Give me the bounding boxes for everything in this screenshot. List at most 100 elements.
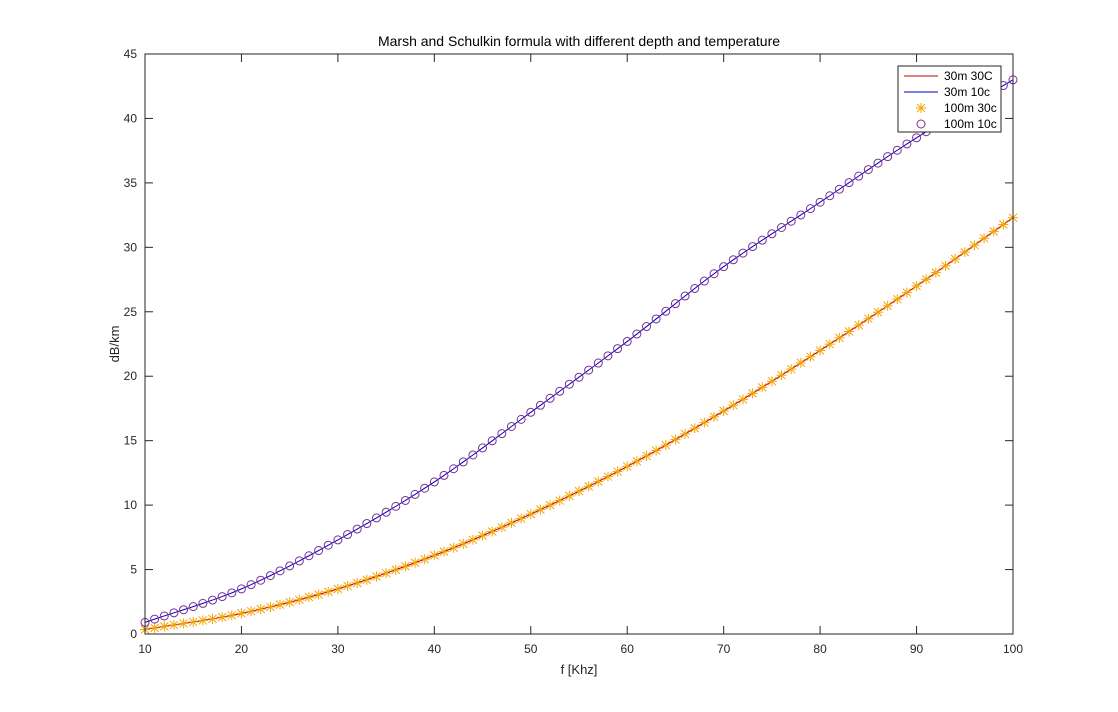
legend-entry-2: 30m 10c <box>904 85 990 99</box>
data-point-star <box>197 615 208 626</box>
data-point-circle <box>362 519 372 529</box>
x-tick-label: 100 <box>1003 642 1023 656</box>
data-point-circle <box>825 191 835 201</box>
data-point-circle <box>564 379 574 389</box>
data-point-circle <box>246 580 256 590</box>
data-point-circle <box>670 299 680 309</box>
data-point-circle <box>188 602 198 612</box>
data-point-star <box>303 592 314 603</box>
series-3 <box>140 212 1018 635</box>
data-point-star <box>815 345 826 356</box>
data-point-circle <box>873 158 883 168</box>
data-point-circle <box>593 358 603 368</box>
data-point-circle <box>236 584 246 594</box>
data-point-circle <box>159 611 169 621</box>
data-point-circle <box>902 139 912 149</box>
data-point-star <box>651 445 662 456</box>
data-point-star <box>506 517 517 528</box>
legend-label: 30m 10c <box>944 85 990 99</box>
data-point-circle <box>642 322 652 332</box>
legend-label: 30m 30C <box>944 69 993 83</box>
data-point-star <box>168 619 179 630</box>
x-tick-label: 70 <box>717 642 731 656</box>
legend-swatch-circle-marker <box>916 119 926 129</box>
data-point-circle <box>767 229 777 239</box>
data-point-star <box>487 526 498 537</box>
data-point-circle <box>323 540 333 550</box>
data-point-circle <box>497 429 507 439</box>
axes-box <box>144 53 1014 635</box>
data-point-circle <box>439 470 449 480</box>
data-point-star <box>178 618 189 629</box>
legend-entry-4: 100m 10c <box>916 117 997 131</box>
data-point-circle <box>169 608 179 618</box>
legend-box <box>897 65 1002 133</box>
data-point-circle <box>796 210 806 220</box>
y-tick-label: 35 <box>124 176 138 190</box>
data-point-circle <box>400 495 410 505</box>
data-point-star <box>217 612 228 623</box>
data-point-star <box>438 546 449 557</box>
data-point-circle <box>256 575 266 585</box>
data-point-star <box>921 274 932 285</box>
data-point-star <box>188 616 199 627</box>
x-tick-label: 20 <box>235 642 249 656</box>
data-point-star <box>419 554 430 565</box>
data-point-star <box>332 583 343 594</box>
legend-label: 100m 10c <box>944 117 997 131</box>
data-point-star <box>149 622 160 633</box>
data-point-circle <box>613 344 623 354</box>
data-point-star <box>612 466 623 477</box>
y-tick-label: 30 <box>124 240 138 254</box>
data-point-circle <box>603 351 613 361</box>
data-point-star <box>593 476 604 487</box>
data-point-star <box>757 382 768 393</box>
data-point-circle <box>352 524 362 534</box>
data-point-star <box>979 233 990 244</box>
data-point-circle <box>622 336 632 346</box>
data-point-star <box>959 247 970 258</box>
x-tick-label: 10 <box>138 642 152 656</box>
data-point-star <box>545 500 556 511</box>
data-point-star <box>477 530 488 541</box>
data-point-star <box>950 253 961 264</box>
data-point-circle <box>574 372 584 382</box>
data-point-circle <box>410 489 420 499</box>
data-point-circle <box>815 197 825 207</box>
data-point-circle <box>343 530 353 540</box>
data-point-star <box>429 550 440 561</box>
data-point-circle <box>535 400 545 410</box>
data-point-star <box>892 294 903 305</box>
data-point-star <box>786 364 797 375</box>
data-point-star <box>583 481 594 492</box>
y-tick-label: 10 <box>124 498 138 512</box>
data-point-circle <box>777 223 787 233</box>
data-point-star <box>969 240 980 251</box>
data-point-circle <box>680 291 690 301</box>
legend-entry-3: 100m 30c <box>916 101 997 115</box>
data-point-star <box>207 613 218 624</box>
data-point-circle <box>150 614 160 624</box>
data-point-circle <box>805 204 815 214</box>
data-point-circle <box>381 507 391 517</box>
data-point-star <box>313 589 324 600</box>
data-point-circle <box>506 421 516 431</box>
data-point-star <box>631 456 642 467</box>
data-point-circle <box>227 588 237 598</box>
chart-title: Marsh and Schulkin formula with differen… <box>378 33 780 49</box>
data-point-star <box>525 509 536 520</box>
data-point-circle <box>912 133 922 143</box>
y-tick-label: 25 <box>124 305 138 319</box>
data-point-circle <box>786 216 796 226</box>
data-point-star <box>699 417 710 428</box>
data-point-star <box>361 574 372 585</box>
data-point-circle <box>208 595 218 605</box>
data-point-star <box>776 370 787 381</box>
data-point-circle <box>584 365 594 375</box>
x-tick-label: 50 <box>524 642 538 656</box>
data-point-star <box>709 411 720 422</box>
data-point-circle <box>420 483 430 493</box>
data-point-star <box>448 542 459 553</box>
data-point-star <box>564 490 575 501</box>
data-point-circle <box>179 605 189 615</box>
